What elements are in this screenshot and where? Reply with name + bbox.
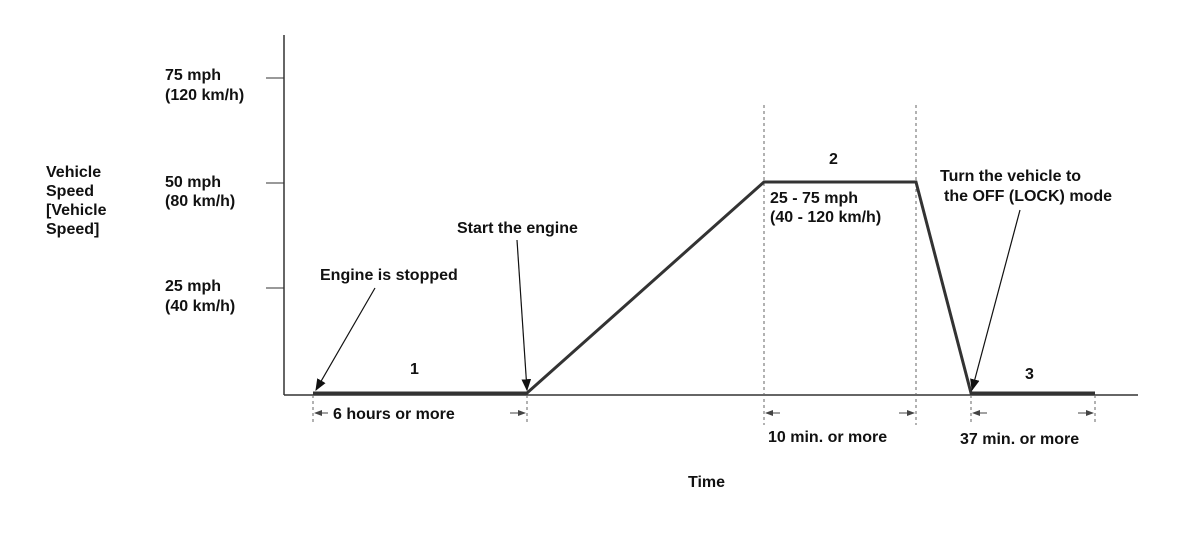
tick-label-25-kmh: (40 km/h) xyxy=(165,298,235,315)
engine-stopped-label: Engine is stopped xyxy=(320,267,458,284)
tick-label-75: 75 mph xyxy=(165,67,221,84)
phase-2-label: 2 xyxy=(829,151,838,168)
y-axis-label-4: Speed] xyxy=(46,221,99,238)
start-engine-arrow xyxy=(516,239,532,392)
tick-label-50-kmh: (80 km/h) xyxy=(165,193,235,210)
y-axis-label-2: Speed xyxy=(46,183,94,200)
turn-off-label-2: the OFF (LOCK) mode xyxy=(944,188,1112,205)
duration-3-label: 37 min. or more xyxy=(960,431,1079,448)
engine-stopped-arrow xyxy=(315,287,376,392)
phase-3-label: 3 xyxy=(1025,366,1034,383)
turn-off-label-1: Turn the vehicle to xyxy=(940,168,1081,185)
phase-1-label: 1 xyxy=(410,361,419,378)
tick-label-75-kmh: (120 km/h) xyxy=(165,87,244,104)
duration-1-label: 6 hours or more xyxy=(333,406,455,423)
speed-range-label: 25 - 75 mph xyxy=(770,190,858,207)
tick-label-50: 50 mph xyxy=(165,174,221,191)
y-axis-label-1: Vehicle xyxy=(46,164,101,181)
y-axis-label-3: [Vehicle xyxy=(46,202,107,219)
x-axis-label: Time xyxy=(688,474,725,491)
tick-label-25: 25 mph xyxy=(165,278,221,295)
turn-off-arrow xyxy=(970,209,1021,392)
speed-range-kmh-label: (40 - 120 km/h) xyxy=(770,209,881,226)
speed-profile-line xyxy=(313,180,1095,395)
duration-2-label: 10 min. or more xyxy=(768,429,887,446)
start-engine-label: Start the engine xyxy=(457,220,578,237)
